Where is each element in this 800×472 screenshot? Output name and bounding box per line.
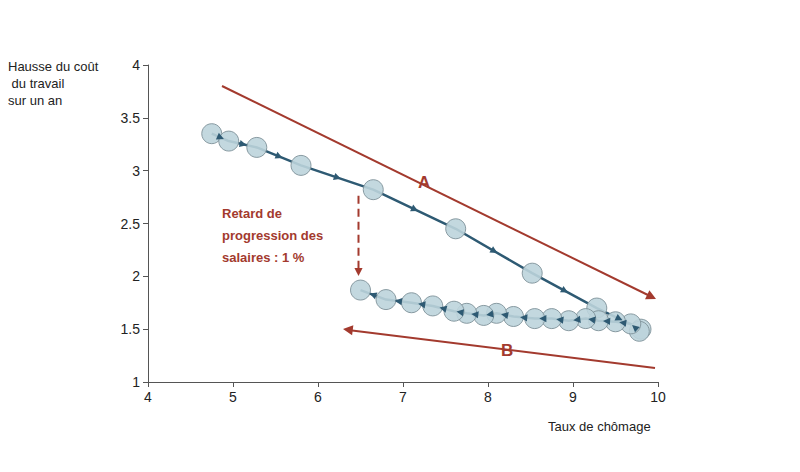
svg-text:2.5: 2.5 (121, 216, 141, 232)
svg-text:2: 2 (132, 268, 140, 284)
svg-text:A: A (418, 173, 430, 192)
svg-text:du travail: du travail (8, 76, 68, 91)
svg-text:1.5: 1.5 (121, 321, 141, 337)
svg-text:3: 3 (132, 163, 140, 179)
svg-text:8: 8 (484, 389, 492, 405)
svg-text:Hausse du coût: Hausse du coût (8, 59, 99, 74)
svg-text:sur un an: sur un an (8, 93, 62, 108)
svg-text:B: B (501, 341, 513, 360)
svg-text:9: 9 (569, 389, 577, 405)
svg-text:5: 5 (229, 389, 237, 405)
svg-text:salaires : 1 %: salaires : 1 % (222, 250, 305, 265)
svg-text:10: 10 (650, 389, 666, 405)
svg-text:7: 7 (399, 389, 407, 405)
svg-text:6: 6 (314, 389, 322, 405)
svg-text:progression des: progression des (222, 228, 327, 243)
svg-text:4: 4 (132, 57, 140, 73)
svg-text:3.5: 3.5 (121, 110, 141, 126)
svg-text:Taux de chômage: Taux de chômage (548, 419, 651, 434)
svg-text:Retard de: Retard de (222, 206, 286, 221)
svg-text:1: 1 (132, 374, 140, 390)
svg-text:4: 4 (144, 389, 152, 405)
